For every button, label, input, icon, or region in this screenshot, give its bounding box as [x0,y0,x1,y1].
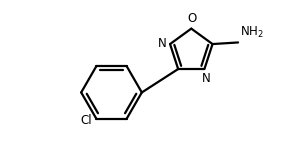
Text: N: N [158,37,167,50]
Text: O: O [188,12,197,25]
Text: NH$_2$: NH$_2$ [240,25,264,40]
Text: Cl: Cl [81,114,92,127]
Text: N: N [202,72,210,85]
